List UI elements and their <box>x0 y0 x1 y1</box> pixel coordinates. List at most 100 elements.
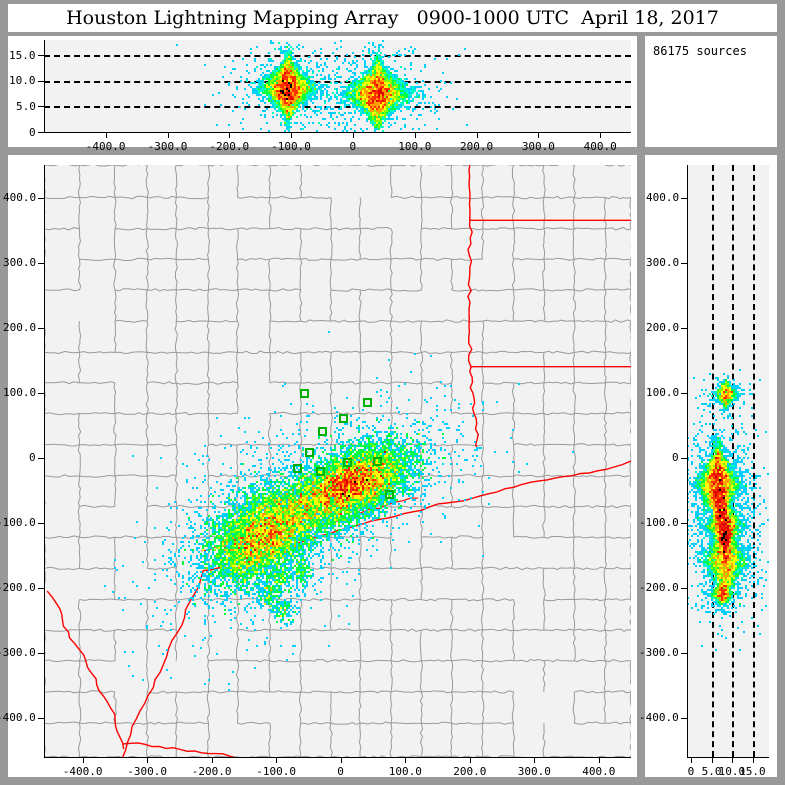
lightning-source-pixel <box>354 447 356 449</box>
lightning-source-pixel <box>322 78 324 80</box>
lightning-source-pixel <box>322 447 324 449</box>
lightning-source-pixel <box>378 90 380 92</box>
lightning-source-pixel <box>366 80 368 82</box>
lightning-source-pixel <box>422 449 424 451</box>
lightning-source-pixel <box>382 74 384 76</box>
lightning-source-pixel <box>430 477 432 479</box>
lightning-source-pixel <box>346 94 348 96</box>
lightning-source-pixel <box>260 459 262 461</box>
lightning-source-pixel <box>286 74 288 76</box>
lightning-source-pixel <box>272 74 274 76</box>
lightning-source-pixel <box>260 88 262 90</box>
lightning-source-pixel <box>344 128 346 130</box>
lightning-source-pixel <box>336 72 338 74</box>
lightning-source-pixel <box>462 421 464 423</box>
lightning-source-pixel <box>382 114 384 116</box>
lightning-source-pixel <box>280 48 282 50</box>
lightning-source-pixel <box>348 96 350 98</box>
lightning-source-pixel <box>296 116 298 118</box>
lightning-source-pixel <box>306 76 308 78</box>
lightning-source-pixel <box>380 52 382 54</box>
lightning-source-pixel <box>262 475 264 477</box>
lightning-source-pixel <box>268 58 270 60</box>
lightning-source-pixel <box>396 435 398 437</box>
altitude-vs-east-west-panel[interactable]: -400.0 -300.0 -200.0 -100.0 0 100.0 200.0 300.0… <box>8 36 637 153</box>
lightning-source-pixel <box>394 100 396 102</box>
lightning-source-pixel <box>246 94 248 96</box>
lightning-source-pixel <box>376 118 378 120</box>
lightning-source-pixel <box>428 503 430 505</box>
lightning-source-pixel <box>260 80 262 82</box>
lightning-source-pixel <box>368 108 370 110</box>
lightning-source-pixel <box>400 78 402 80</box>
lightning-source-pixel <box>328 126 330 128</box>
lightning-source-pixel <box>324 84 326 86</box>
lightning-source-pixel <box>358 98 360 100</box>
lightning-source-pixel <box>326 92 328 94</box>
lightning-source-pixel <box>312 82 314 84</box>
lightning-source-pixel <box>292 86 294 88</box>
lightning-source-pixel <box>270 64 272 66</box>
lightning-source-pixel <box>380 449 382 451</box>
lightning-source-pixel <box>310 80 312 82</box>
lightning-source-pixel <box>388 88 390 90</box>
lightning-source-pixel <box>390 98 392 100</box>
lightning-source-pixel <box>302 108 304 110</box>
lightning-source-pixel <box>352 62 354 64</box>
lightning-source-pixel <box>334 407 336 409</box>
lightning-source-pixel <box>384 76 386 78</box>
lightning-source-pixel <box>338 433 340 435</box>
lightning-source-pixel <box>376 116 378 118</box>
plan-view-map-panel[interactable]: -400.0 -300.0 -200.0 -100.0 0 100.0 200.0 300.0… <box>0 155 637 778</box>
lightning-source-pixel <box>324 449 326 451</box>
lightning-source-pixel <box>412 90 414 92</box>
lightning-source-pixel <box>286 118 288 120</box>
lightning-source-pixel <box>266 84 268 86</box>
lightning-source-pixel <box>482 403 484 405</box>
lightning-source-pixel <box>254 68 256 70</box>
lightning-source-pixel <box>310 108 312 110</box>
lightning-source-pixel <box>296 98 298 100</box>
lightning-source-pixel <box>280 64 282 66</box>
lightning-source-pixel <box>290 60 292 62</box>
altitude-vs-east-west-plot[interactable] <box>44 40 631 132</box>
lightning-source-pixel <box>378 64 380 66</box>
lightning-source-pixel <box>396 453 398 455</box>
lightning-source-pixel <box>358 417 360 419</box>
lightning-source-pixel <box>386 441 388 443</box>
lightning-source-pixel <box>378 58 380 60</box>
lightning-source-pixel <box>362 72 364 74</box>
lightning-source-pixel <box>434 443 436 445</box>
lightning-source-pixel <box>346 130 348 132</box>
lightning-source-pixel <box>400 106 402 108</box>
lightning-source-pixel <box>342 96 344 98</box>
lightning-source-pixel <box>282 110 284 112</box>
lightning-source-pixel <box>396 94 398 96</box>
lightning-source-pixel <box>296 106 298 108</box>
lightning-source-pixel <box>202 463 204 465</box>
lightning-source-pixel <box>300 421 302 423</box>
lightning-source-pixel <box>380 419 382 421</box>
lightning-source-pixel <box>296 102 298 104</box>
lightning-source-pixel <box>366 437 368 439</box>
lightning-source-pixel <box>270 447 272 449</box>
lightning-source-pixel <box>276 80 278 82</box>
lightning-source-pixel <box>414 108 416 110</box>
lightning-source-pixel <box>244 487 246 489</box>
lightning-source-pixel <box>306 66 308 68</box>
lightning-source-pixel <box>314 449 316 451</box>
lightning-source-pixel <box>408 451 410 453</box>
lightning-source-pixel <box>376 108 378 110</box>
lightning-source-pixel <box>274 475 276 477</box>
lightning-source-pixel <box>410 451 412 453</box>
lightning-source-pixel <box>302 128 304 130</box>
lightning-source-pixel <box>288 76 290 78</box>
lightning-source-pixel <box>284 112 286 114</box>
lightning-source-pixel <box>384 92 386 94</box>
lightning-source-pixel <box>376 104 378 106</box>
lightning-source-pixel <box>362 437 364 439</box>
plan-view-map-plot[interactable] <box>44 165 631 757</box>
lightning-source-pixel <box>406 92 408 94</box>
lightning-source-pixel <box>372 84 374 86</box>
lightning-source-pixel <box>354 86 356 88</box>
